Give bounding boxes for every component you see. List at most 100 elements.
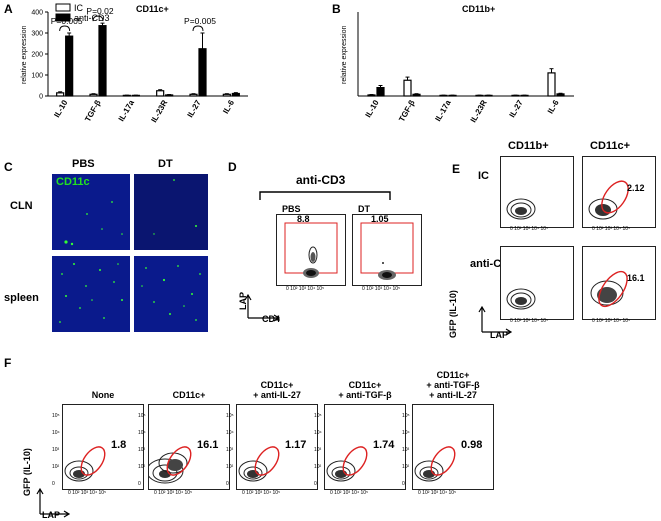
panel-label-d: D [228, 160, 237, 174]
category-label: IL-6 [546, 98, 561, 115]
gate-ellipse [80, 446, 106, 476]
chart-title: CD11b+ [462, 4, 495, 14]
bar-anti-cd3 [198, 48, 207, 97]
f-ytick-col: 10⁵ 10⁴ 10³ 10² 0 [226, 413, 234, 487]
gate-ellipse [342, 446, 368, 476]
p-value-label: P=0.02 [86, 6, 113, 16]
micrograph-pbs-spleen [52, 256, 130, 332]
gate-value-pbs: 8.8 [297, 214, 310, 224]
contour [326, 460, 356, 482]
f-xtick-row: 0 10² 10³ 10⁴ 10⁵ [242, 490, 281, 496]
bar-chart-b: CD11b+ relative expression IL-10 TGF-β IL-17… [341, 4, 574, 124]
contour [331, 466, 351, 480]
flow-contours [238, 446, 280, 482]
category-label: IL-23R [149, 98, 169, 124]
y-tick-label: 0 [39, 94, 43, 101]
bar-ic [547, 72, 556, 97]
flow-contours [506, 198, 536, 220]
e-xtick-row-3: 0 10² 10³ 10⁴ 10⁵ [510, 318, 549, 324]
panel-label-a: A [4, 2, 13, 16]
bar-chart-a: CD11c+ relative expression 0 100 200 300 400 IL… [21, 3, 248, 124]
contour [69, 466, 89, 480]
flow-plot-d-pbs: 8.8 [276, 214, 346, 286]
category-label: TGF-β [397, 98, 417, 123]
row-label-cln: CLN [10, 200, 33, 212]
bar-ic [156, 90, 165, 97]
significance-bracket [92, 15, 104, 22]
f-gate-value: 1.8 [111, 439, 127, 451]
d-yaxis-label: LAP [238, 292, 248, 310]
f-gate-value: 1.17 [285, 439, 307, 451]
category-label: IL-17a [117, 98, 137, 123]
category-label: IL-10 [364, 98, 381, 119]
legend-swatch [55, 13, 71, 22]
f-plot-title: CD11c+ + anti-TGF-β [338, 380, 392, 400]
contour-core [167, 459, 183, 471]
flow-plot-f: 0.98 [412, 404, 494, 490]
flow-plot-e-ic-cd11b [500, 156, 574, 228]
y-axis-label: relative expression [341, 26, 348, 84]
legend-label: anti-CD3 [74, 13, 110, 23]
p-value-label: P=0.005 [184, 16, 216, 26]
contour [238, 460, 268, 482]
flow-plot-f: 1.17 [236, 404, 318, 490]
legend-label: IC [74, 3, 84, 13]
e-yaxis-label: GFP (IL-10) [448, 290, 458, 338]
d-xtick-row-2: 0 10² 10³ 10⁴ 10⁵ [362, 286, 401, 292]
flow-contours [326, 446, 368, 482]
panel-label-c: C [4, 160, 13, 174]
category-label: IL-27 [186, 98, 203, 119]
anti-cd3-header: anti-CD3 [296, 173, 346, 187]
e-axis-arrows [478, 306, 513, 336]
f-ytick-col: 10⁵ 10⁴ 10³ 10² 0 [314, 413, 322, 487]
d-xtick-row: 0 10² 10³ 10⁴ 10⁵ [286, 286, 325, 292]
micrograph-dt-spleen [134, 256, 208, 332]
flow-plot-e-cd3-cd11b [500, 246, 574, 320]
gate-value-e-cd3: 16.1 [627, 273, 645, 283]
f-axis-arrows [36, 487, 71, 518]
e-xaxis-label: LAP [490, 330, 508, 340]
bar-anti-cd3 [165, 94, 174, 97]
bar-anti-cd3 [65, 35, 74, 97]
f-gate-value: 16.1 [197, 439, 219, 451]
stain-label: CD11c [56, 176, 90, 188]
flow-plot-d-dt: 1.05 [352, 214, 422, 286]
gate-ellipse [166, 446, 192, 476]
y-tick-label: 300 [31, 31, 43, 38]
legend-swatch [55, 3, 71, 12]
col-label-pbs: PBS [72, 158, 95, 170]
speckle-layer [153, 179, 197, 235]
gate-ellipse [254, 446, 280, 476]
speckle-layer [141, 265, 201, 321]
e-xtick-row: 0 10² 10³ 10⁴ 10⁵ [510, 226, 549, 232]
flow-plot-e-cd3-cd11c: 16.1 [582, 246, 656, 320]
col-label-cd11b: CD11b+ [508, 140, 549, 152]
category-label: IL-27 [508, 98, 525, 119]
y-tick-label: 400 [31, 10, 43, 17]
bar-ic [56, 92, 65, 97]
category-label: IL-10 [52, 98, 69, 119]
flow-contours [360, 222, 414, 280]
f-plot-title: CD11c+ + anti-IL-27 [253, 380, 301, 400]
f-xtick-row: 0 10² 10³ 10⁴ 10⁵ [68, 490, 107, 496]
f-plot-title: CD11c+ + anti-TGF-β + anti-IL-27 [426, 370, 480, 400]
category-label: IL-17a [433, 98, 453, 123]
f-xtick-row: 0 10² 10³ 10⁴ 10⁵ [154, 490, 193, 496]
contour [64, 460, 94, 482]
p-value-label: P=0.005 [51, 16, 83, 26]
flow-plot-f: 16.1 [148, 404, 230, 490]
micrograph-dt-cln [134, 174, 208, 250]
row-label-spleen: spleen [4, 292, 39, 304]
f-gate-value: 0.98 [461, 439, 483, 451]
speckle-layer [59, 263, 123, 323]
contour [419, 466, 439, 480]
flow-contours [284, 222, 338, 278]
col-label-cd11c: CD11c+ [590, 140, 631, 152]
flow-contours [64, 446, 106, 482]
gate-ellipse [430, 446, 456, 476]
f-xaxis-label: LAP [42, 510, 60, 520]
category-label: IL-6 [221, 98, 236, 115]
gate-value-e-ic: 2.12 [627, 183, 645, 193]
f-xtick-row: 0 10² 10³ 10⁴ 10⁵ [418, 490, 457, 496]
bar-ic [222, 93, 231, 97]
